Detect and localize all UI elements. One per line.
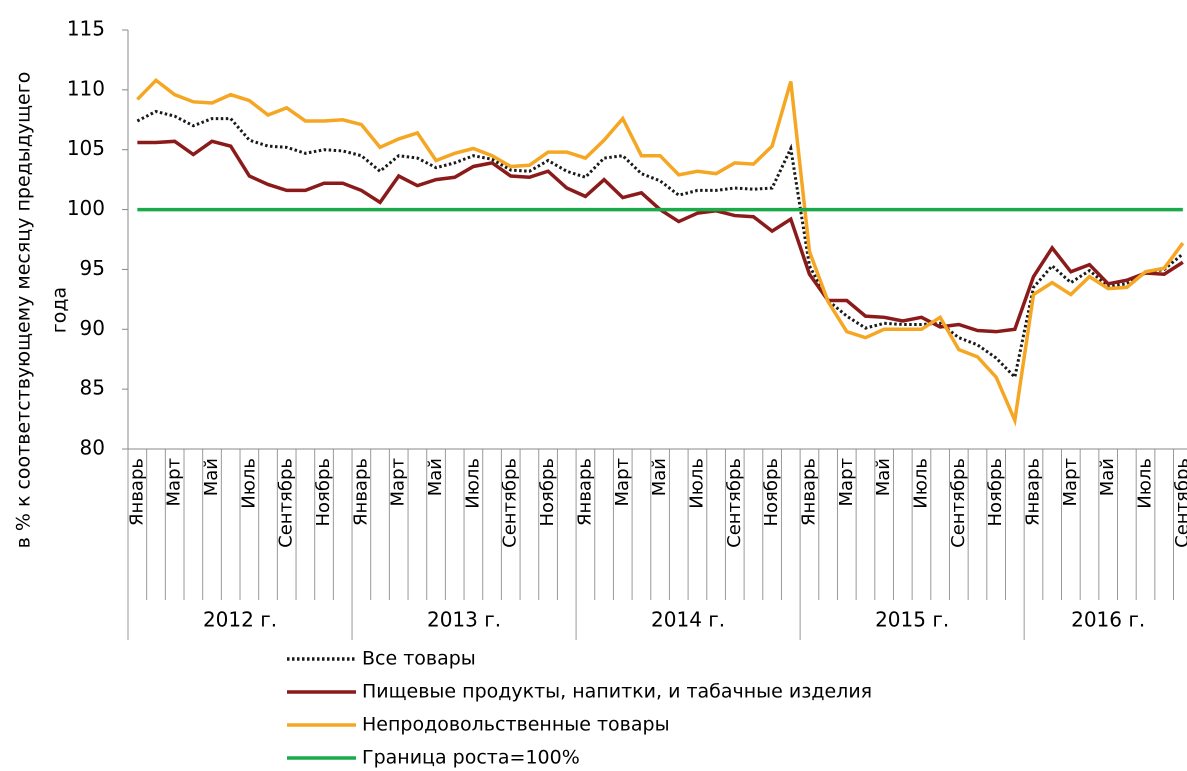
legend-label: Граница роста=100% (362, 747, 580, 769)
legend-label: Пищевые продукты, напитки, и табачные из… (362, 681, 872, 703)
x-tick-label: Март (836, 458, 857, 506)
x-tick-label: Июль (910, 458, 931, 509)
y-tick-label: 100 (67, 196, 105, 220)
legend-label: Непродовольственные товары (362, 714, 670, 736)
y-axis-title: в % к соответствующему месяцу предыдущег… (13, 72, 35, 549)
x-tick-label: Июль (1135, 458, 1156, 509)
series-line (137, 139, 1184, 334)
x-tick-label: Январь (798, 458, 819, 526)
group-label: 2015 г. (875, 608, 949, 632)
x-tick-label: Май (201, 458, 222, 496)
series-line (136, 109, 1184, 381)
x-tick-label: Март (1060, 458, 1081, 506)
x-tick-label: Ноябрь (537, 458, 558, 527)
legend-label: Все товары (362, 648, 476, 670)
x-tick-label: Май (649, 458, 670, 496)
y-tick-label: 105 (67, 136, 105, 160)
group-label: 2012 г. (203, 608, 277, 632)
x-tick-label: Сентябрь (724, 458, 745, 548)
x-tick-label: Июль (462, 458, 483, 509)
x-tick-label: Сентябрь (276, 458, 297, 548)
x-tick-label: Сентябрь (1172, 458, 1187, 548)
group-label: 2014 г. (651, 608, 725, 632)
x-tick-label: Январь (1022, 458, 1043, 526)
series-line (136, 77, 1185, 427)
x-tick-label: Март (388, 458, 409, 506)
x-tick-label: Май (873, 458, 894, 496)
x-tick-label: Ноябрь (761, 458, 782, 527)
x-tick-label: Сентябрь (500, 458, 521, 548)
y-tick-label: 95 (80, 256, 105, 280)
x-tick-label: Март (164, 458, 185, 506)
x-tick-label: Май (1097, 458, 1118, 496)
x-tick-label: Июль (238, 458, 259, 509)
group-label: 2016 г. (1071, 608, 1145, 632)
y-tick-label: 115 (67, 17, 105, 41)
x-tick-label: Сентябрь (948, 458, 969, 548)
y-tick-label: 90 (80, 316, 105, 340)
y-tick-label: 80 (80, 436, 105, 460)
x-tick-label: Март (612, 458, 633, 506)
x-tick-label: Ноябрь (985, 458, 1006, 527)
y-tick-label: 110 (67, 76, 105, 100)
x-tick-label: Май (425, 458, 446, 496)
x-tick-label: Январь (126, 458, 147, 526)
x-tick-label: Январь (574, 458, 595, 526)
group-label: 2013 г. (427, 608, 501, 632)
y-tick-label: 85 (80, 376, 105, 400)
x-tick-label: Ноябрь (313, 458, 334, 527)
y-axis-title: года (49, 287, 71, 333)
x-tick-label: Июль (686, 458, 707, 509)
x-tick-label: Январь (350, 458, 371, 526)
